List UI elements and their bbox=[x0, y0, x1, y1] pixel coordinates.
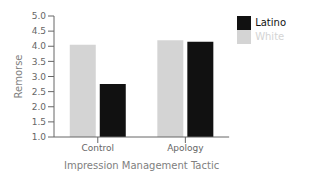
svg-text:4.5: 4.5 bbox=[32, 26, 46, 36]
svg-text:2.0: 2.0 bbox=[32, 102, 47, 112]
svg-text:3.5: 3.5 bbox=[32, 57, 46, 67]
svg-text:Remorse: Remorse bbox=[13, 55, 24, 99]
html-text:Latino: Latino bbox=[255, 17, 286, 28]
svg-text:2.5: 2.5 bbox=[32, 87, 46, 97]
html-text:White: White bbox=[255, 31, 285, 42]
svg-text:4.0: 4.0 bbox=[32, 41, 47, 51]
svg-text:1.0: 1.0 bbox=[32, 132, 47, 142]
svg-text:Control: Control bbox=[82, 143, 115, 153]
svg-text:Apology: Apology bbox=[167, 143, 204, 153]
svg-text:1.5: 1.5 bbox=[32, 117, 46, 127]
svg-text:5.0: 5.0 bbox=[32, 11, 47, 21]
svg-text:3.0: 3.0 bbox=[32, 72, 47, 82]
svg-text:Impression Management Tactic: Impression Management Tactic bbox=[64, 160, 219, 171]
